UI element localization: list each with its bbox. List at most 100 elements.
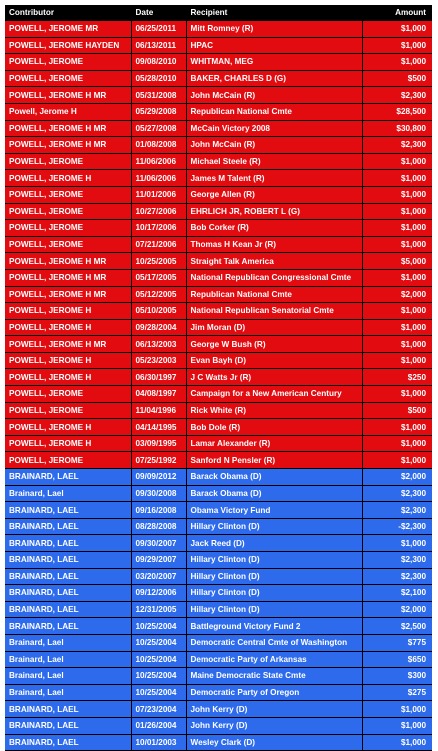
table-row: BRAINARD, LAEL 09/09/2012 Barack Obama (D)… (5, 468, 432, 486)
table-row: POWELL, JEROME H 06/30/1997 J C Watts Jr (… (5, 368, 432, 387)
cell-contributor: POWELL, JEROME H (5, 368, 132, 387)
cell-contributor: POWELL, JEROME (5, 203, 132, 221)
table-row: POWELL, JEROME 10/17/2006 Bob Corker (R) $1… (5, 219, 432, 237)
table-row: POWELL, JEROME 09/08/2010 WHITMAN, MEG $1,0… (5, 53, 432, 71)
cell-date: 03/09/1995 (131, 435, 187, 453)
cell-contributor: Powell, Jerome H (5, 103, 132, 121)
table-row: POWELL, JEROME 07/25/1992 Sanford N Pensle… (5, 451, 432, 470)
cell-recipient: Hillary Clinton (D) (186, 518, 363, 536)
cell-recipient: John Kerry (D) (186, 717, 363, 735)
cell-date: 09/09/2012 (131, 468, 187, 486)
cell-date: 10/25/2004 (131, 634, 187, 652)
table-row: POWELL, JEROME H MR 06/13/2003 George W Bu… (5, 335, 432, 353)
cell-date: 09/29/2007 (131, 551, 187, 569)
cell-amount: $1,000 (362, 319, 432, 337)
cell-recipient: James M Talent (R) (186, 169, 363, 187)
cell-recipient: Lamar Alexander (R) (186, 435, 363, 453)
table-row: Powell, Jerome H 05/29/2008 Republican Nat… (5, 103, 432, 121)
table-row: POWELL, JEROME H MR 10/25/2005 Straight Ta… (5, 252, 432, 270)
cell-date: 11/04/1996 (131, 402, 187, 420)
cell-recipient: Bob Corker (R) (186, 219, 363, 237)
cell-contributor: BRAINARD, LAEL (5, 617, 132, 635)
cell-recipient: National Republican Senatorial Cmte (186, 302, 363, 320)
cell-contributor: POWELL, JEROME (5, 186, 132, 204)
cell-contributor: POWELL, JEROME MR (5, 20, 132, 38)
cell-contributor: POWELL, JEROME (5, 385, 132, 403)
table-row: POWELL, JEROME 11/04/1996 Rick White (R) $5… (5, 402, 432, 420)
cell-date: 05/29/2008 (131, 103, 187, 121)
cell-recipient: Battleground Victory Fund 2 (186, 617, 363, 635)
table-row: Brainard, Lael 10/25/2004 Maine Democratic… (5, 667, 432, 685)
cell-amount: $1,000 (362, 534, 432, 552)
cell-amount: $1,000 (362, 451, 432, 470)
cell-amount: $250 (362, 368, 432, 387)
cell-contributor: POWELL, JEROME (5, 70, 132, 88)
table-row: POWELL, JEROME 10/27/2006 EHRLICH JR, ROBE… (5, 203, 432, 221)
cell-contributor: BRAINARD, LAEL (5, 734, 132, 751)
cell-amount: $2,000 (362, 601, 432, 619)
cell-amount: $1,000 (362, 734, 432, 751)
table-row: BRAINARD, LAEL 09/30/2007 Jack Reed (D) $1,… (5, 534, 432, 552)
cell-contributor: BRAINARD, LAEL (5, 468, 132, 486)
cell-amount: -$2,300 (362, 518, 432, 536)
cell-amount: $1,000 (362, 269, 432, 287)
cell-date: 01/08/2008 (131, 136, 187, 154)
cell-recipient: Campaign for a New American Century (186, 385, 363, 403)
cell-date: 05/17/2005 (131, 269, 187, 287)
cell-amount: $2,300 (362, 551, 432, 569)
cell-recipient: Maine Democratic State Cmte (186, 667, 363, 685)
cell-amount: $1,000 (362, 385, 432, 403)
cell-date: 09/28/2004 (131, 319, 187, 337)
cell-contributor: POWELL, JEROME H MR (5, 286, 132, 304)
cell-amount: $2,300 (362, 485, 432, 503)
cell-contributor: BRAINARD, LAEL (5, 551, 132, 569)
cell-date: 08/28/2008 (131, 518, 187, 536)
cell-contributor: BRAINARD, LAEL (5, 518, 132, 536)
cell-recipient: Hillary Clinton (D) (186, 551, 363, 569)
table-row: POWELL, JEROME H 09/28/2004 Jim Moran (D) $… (5, 319, 432, 337)
cell-date: 03/20/2007 (131, 568, 187, 586)
cell-date: 06/30/1997 (131, 368, 187, 387)
cell-amount: $1,000 (362, 219, 432, 237)
cell-amount: $1,000 (362, 418, 432, 436)
table-row: POWELL, JEROME H 05/23/2003 Evan Bayh (D) $… (5, 352, 432, 370)
cell-date: 07/25/1992 (131, 451, 187, 470)
cell-contributor: POWELL, JEROME (5, 236, 132, 254)
cell-recipient: Hillary Clinton (D) (186, 601, 363, 619)
cell-recipient: HPAC (186, 37, 363, 55)
cell-amount: $5,000 (362, 252, 432, 270)
cell-date: 11/06/2006 (131, 169, 187, 187)
cell-date: 10/01/2003 (131, 734, 187, 751)
table-row: BRAINARD, LAEL 10/25/2004 Battleground Vic… (5, 617, 432, 635)
cell-recipient: Evan Bayh (D) (186, 352, 363, 370)
table-row: POWELL, JEROME H 05/10/2005 National Repub… (5, 302, 432, 320)
cell-date: 10/25/2004 (131, 651, 187, 669)
table-row: Brainard, Lael 09/30/2008 Barack Obama (D)… (5, 485, 432, 503)
cell-date: 05/10/2005 (131, 302, 187, 320)
cell-date: 09/30/2008 (131, 485, 187, 503)
cell-date: 11/06/2006 (131, 153, 187, 171)
cell-recipient: McCain Victory 2008 (186, 120, 363, 138)
cell-contributor: Brainard, Lael (5, 684, 132, 702)
cell-recipient: Barack Obama (D) (186, 485, 363, 503)
cell-contributor: POWELL, JEROME H MR (5, 136, 132, 154)
cell-recipient: John McCain (R) (186, 86, 363, 104)
contributions-table: Contributor Date Recipient Amount POWELL… (5, 5, 432, 751)
cell-amount: $500 (362, 402, 432, 420)
cell-date: 07/21/2006 (131, 236, 187, 254)
cell-recipient: Bob Dole (R) (186, 418, 363, 436)
table-row: Brainard, Lael 10/25/2004 Democratic Party… (5, 684, 432, 702)
table-row: POWELL, JEROME H 03/09/1995 Lamar Alexande… (5, 435, 432, 453)
cell-recipient: John McCain (R) (186, 136, 363, 154)
cell-amount: $1,000 (362, 335, 432, 353)
cell-contributor: POWELL, JEROME (5, 153, 132, 171)
cell-date: 10/27/2006 (131, 203, 187, 221)
cell-recipient: Jim Moran (D) (186, 319, 363, 337)
cell-amount: $1,000 (362, 186, 432, 204)
cell-date: 10/25/2004 (131, 684, 187, 702)
cell-recipient: George W Bush (R) (186, 335, 363, 353)
cell-date: 05/12/2005 (131, 286, 187, 304)
cell-recipient: Republican National Cmte (186, 286, 363, 304)
cell-recipient: Straight Talk America (186, 252, 363, 270)
cell-recipient: National Republican Congressional Cmte (186, 269, 363, 287)
